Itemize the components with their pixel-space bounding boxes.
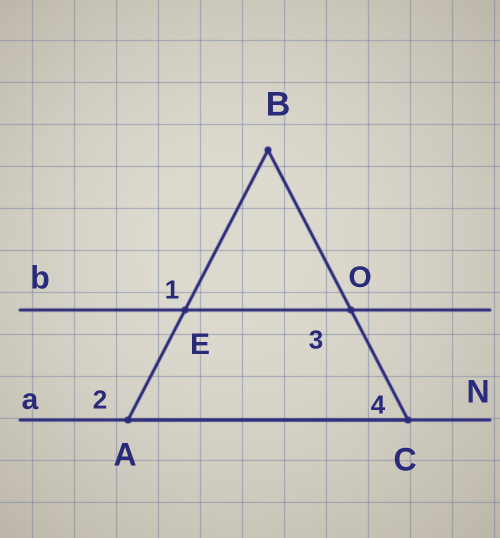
geometry-diagram <box>0 0 500 538</box>
